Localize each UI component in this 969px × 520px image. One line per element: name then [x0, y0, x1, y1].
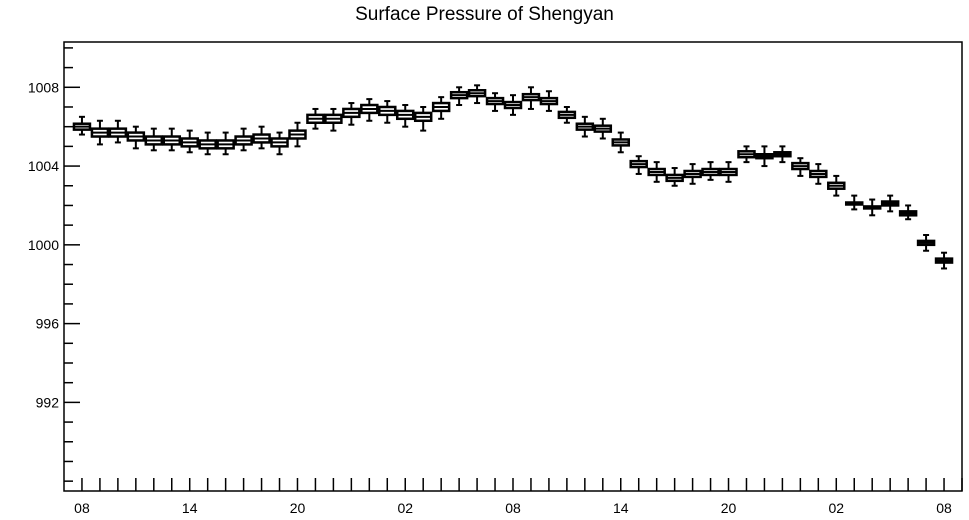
box-point	[306, 107, 325, 130]
y-tick-label: 992	[36, 394, 60, 410]
box-point	[755, 145, 774, 168]
box-point	[395, 104, 415, 128]
box-point	[234, 127, 253, 152]
box-point	[144, 127, 164, 152]
box-point	[647, 161, 666, 183]
box-point	[342, 102, 361, 126]
y-tick-label: 1008	[28, 79, 59, 95]
box-point	[180, 129, 199, 154]
box-point	[360, 98, 379, 122]
box-point	[467, 84, 487, 105]
x-tick-label: 08	[936, 500, 952, 516]
x-tick-label: 08	[505, 500, 521, 516]
box-point	[431, 96, 451, 120]
box-point	[665, 167, 684, 187]
box-point	[683, 163, 702, 185]
box-point	[162, 127, 182, 152]
box-point	[880, 194, 900, 213]
x-tick-label: 14	[613, 500, 629, 516]
box-point	[126, 125, 146, 150]
box-point	[216, 131, 235, 156]
box-point	[791, 157, 810, 177]
box-point	[773, 145, 792, 164]
box-series	[72, 84, 954, 270]
box-point	[575, 115, 595, 138]
chart-title: Surface Pressure of Shengyan	[355, 4, 614, 25]
box-point	[270, 131, 289, 156]
x-tick-label: 20	[290, 500, 306, 516]
y-axis: 992 996 1000 1004 1008	[28, 47, 80, 482]
box-point	[827, 174, 846, 197]
box-point	[503, 94, 523, 116]
box-point	[557, 105, 577, 124]
box-point	[844, 194, 864, 211]
box-point	[593, 117, 613, 140]
box-point	[521, 86, 541, 110]
box-point	[485, 92, 505, 112]
box-point	[198, 131, 217, 156]
y-tick-label: 1004	[28, 158, 59, 174]
box-point	[378, 100, 397, 124]
x-tick-label: 14	[182, 500, 198, 516]
box-point	[324, 107, 343, 132]
box-point	[737, 145, 756, 164]
x-tick-label: 08	[74, 500, 90, 516]
box-point	[611, 131, 631, 154]
box-point	[413, 105, 433, 132]
x-tick-label: 02	[397, 500, 413, 516]
box-point	[252, 125, 271, 150]
box-point	[90, 119, 110, 146]
box-point	[719, 161, 738, 183]
x-tick-label: 20	[721, 500, 737, 516]
box-point	[862, 198, 882, 217]
y-tick-label: 996	[36, 316, 60, 332]
box-point	[449, 86, 469, 107]
box-point	[809, 163, 828, 185]
box-point	[539, 90, 559, 112]
box-point	[72, 115, 92, 136]
box-point	[898, 204, 918, 221]
box-point	[916, 233, 936, 252]
box-point	[108, 119, 128, 144]
x-tick-label: 02	[828, 500, 844, 516]
box-point	[629, 155, 648, 175]
y-tick-label: 1000	[28, 237, 59, 253]
box-point	[934, 251, 954, 270]
box-point	[288, 121, 307, 148]
x-axis: 08 14 20 02 08 14 20 02 08	[74, 478, 963, 516]
box-point	[701, 161, 720, 181]
